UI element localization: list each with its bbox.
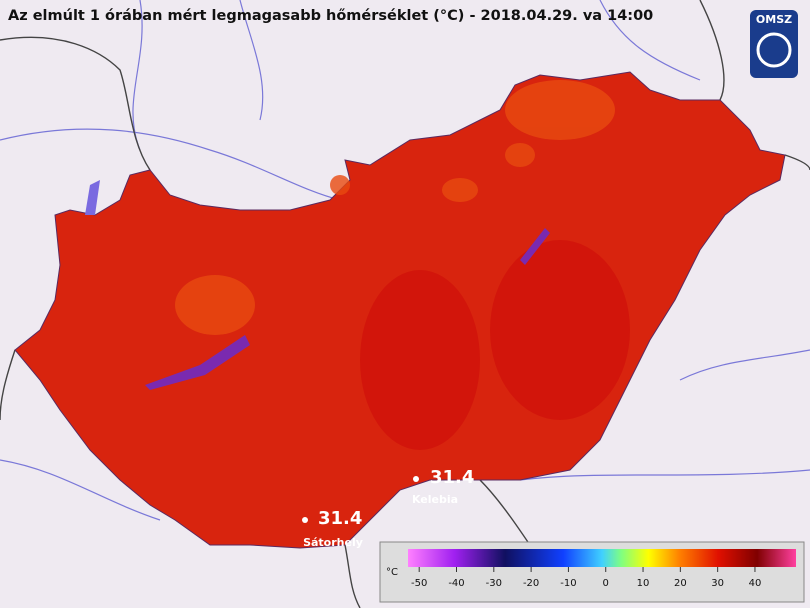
colorbar-tick-label: 0 (603, 578, 609, 589)
station-dot (413, 476, 419, 482)
logo: OMSZ (750, 10, 798, 78)
colorbar-tick-label: 20 (674, 578, 687, 589)
station-name: Sátorhely (303, 536, 363, 549)
title: Az elmúlt 1 órában mért legmagasabb hőmé… (8, 8, 653, 24)
station: 31.4 Sátorhely (302, 508, 363, 549)
hot-areas (360, 240, 630, 450)
colorbar-tick-label: -20 (523, 578, 539, 589)
station-dot (302, 517, 308, 523)
logo-text: OMSZ (756, 13, 792, 26)
station-value: 31.4 (318, 508, 362, 529)
colorbar-tick-label: -30 (486, 578, 502, 589)
lake-tisza (520, 228, 550, 265)
colorbar-tick-label: 30 (711, 578, 724, 589)
colorbar: °C -50 -40 -30 -20 -10 0 10 20 30 40 (379, 541, 805, 603)
station: 31.4 Kelebia (412, 467, 474, 506)
colorbar-tick-label: -10 (560, 578, 576, 589)
colorbar-tick-label: 40 (749, 578, 762, 589)
station-value: 31.4 (430, 467, 474, 488)
station-name: Kelebia (412, 493, 458, 506)
warm-areas (175, 80, 615, 335)
colorbar-tick-label: -40 (448, 578, 464, 589)
colorbar-unit: °C (386, 567, 398, 578)
rivers (0, 0, 810, 521)
lake (85, 180, 100, 215)
colorbar-tick-label: -50 (411, 578, 427, 589)
lake-balaton (145, 335, 250, 390)
colorbar-tick-label: 10 (637, 578, 650, 589)
colorbar-scale (408, 549, 796, 567)
